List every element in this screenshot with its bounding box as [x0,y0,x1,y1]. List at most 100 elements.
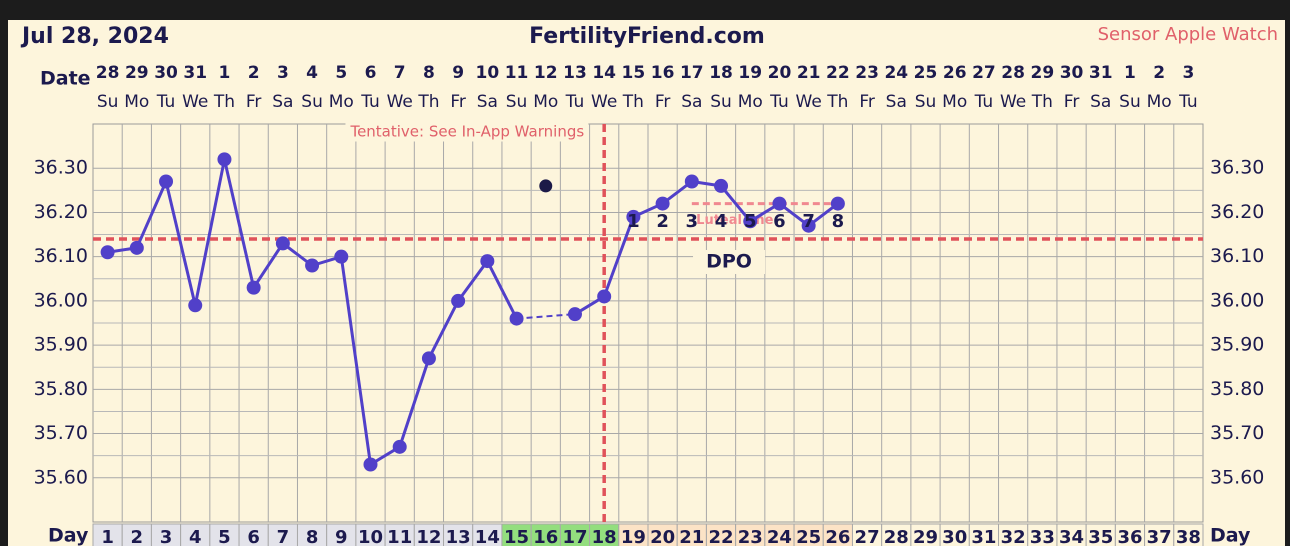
date-number: 31 [1089,63,1113,83]
weekday: Tu [974,92,994,112]
date-number: 13 [563,63,587,83]
date-number: 10 [476,63,500,83]
temperature-point [451,293,466,308]
dpo-background [693,250,766,274]
date-number: 30 [1060,63,1084,83]
weekday: Mo [942,92,967,112]
day-number: 25 [796,527,821,546]
day-label: Day [1210,525,1251,546]
day-number: 29 [913,527,938,546]
day-number: 4 [189,527,202,546]
site-name: FertilityFriend.com [529,24,765,49]
date-number: 8 [423,63,435,83]
weekday: Mo [738,92,763,112]
day-number: 30 [942,527,967,546]
date-number: 20 [768,63,792,83]
date-label: Date [40,68,91,90]
date-number: 6 [365,63,377,83]
day-number: 21 [679,527,704,546]
day-number: 28 [884,527,909,546]
temperature-point [129,240,144,255]
date-number: 23 [855,63,879,83]
date-number: 22 [826,63,850,83]
day-number: 38 [1176,527,1201,546]
weekday: Sa [681,92,702,112]
day-number: 19 [621,527,646,546]
y-tick-label: 35.80 [1210,378,1264,400]
temperature-point [246,280,261,295]
weekday: Mo [1147,92,1172,112]
dpo-number: 5 [744,211,757,232]
weekday: Fr [1064,92,1080,112]
y-tick-label: 36.20 [1210,201,1264,223]
day-label: Day [48,525,89,546]
weekday: Su [1119,92,1141,112]
date-number: 1 [219,63,231,83]
weekday: Th [622,92,644,112]
y-tick-label: 36.00 [1210,289,1264,311]
temperature-point [655,196,670,211]
day-number: 26 [825,527,850,546]
date-number: 28 [1001,63,1025,83]
day-number: 22 [708,527,733,546]
dpo-number: 8 [832,211,845,232]
day-number: 8 [306,527,319,546]
date-number: 14 [592,63,616,83]
y-tick-label: 35.90 [1210,334,1264,356]
weekday: Fr [859,92,875,112]
day-cell [1173,523,1204,546]
day-number: 34 [1059,527,1084,546]
weekday: Sa [1090,92,1111,112]
weekday: Sa [886,92,907,112]
date-number: 16 [651,63,675,83]
note: Tentative: See In-App Warnings [349,123,584,141]
weekday: Mo [329,92,354,112]
day-number: 23 [738,527,763,546]
day-number: 10 [358,527,383,546]
temperature-point [392,439,407,454]
date-number: 9 [452,63,464,83]
day-number: 2 [131,527,144,546]
day-number: 3 [160,527,173,546]
weekday: Tu [1178,92,1198,112]
day-number: 27 [855,527,880,546]
dpo-number: 4 [715,211,728,232]
temperature-point [305,258,320,273]
temperature-point [188,298,203,313]
weekday: Tu [769,92,789,112]
date-number: 3 [1182,63,1194,83]
dpo-number: 2 [656,211,669,232]
date-number: 2 [248,63,260,83]
day-number: 1 [101,527,114,546]
temperature-point [509,311,524,326]
date-number: 18 [709,63,733,83]
weekday: We [591,92,617,112]
weekday: Su [915,92,937,112]
y-tick-label: 36.20 [34,201,88,223]
date-number: 5 [335,63,347,83]
dpo-number: 6 [773,211,786,232]
day-number: 11 [387,527,412,546]
date-number: 15 [622,63,646,83]
y-tick-label: 35.80 [34,378,88,400]
day-number: 37 [1147,527,1172,546]
temperature-point [334,249,349,264]
temperature-point [275,236,290,251]
y-tick-label: 35.90 [34,334,88,356]
temperature-point [684,174,699,189]
weekday: Fr [450,92,466,112]
date-number: 1 [1124,63,1136,83]
weekday: Fr [246,92,262,112]
weekday: Th [213,92,235,112]
dpo-number: 1 [627,211,640,232]
weekday: Th [1031,92,1053,112]
temperature-point [626,209,641,224]
day-number: 36 [1117,527,1142,546]
day-number: 6 [247,527,260,546]
dpo-number: 3 [686,211,699,232]
weekday: Su [506,92,528,112]
y-tick-label: 36.10 [34,245,88,267]
weekday: Su [301,92,323,112]
